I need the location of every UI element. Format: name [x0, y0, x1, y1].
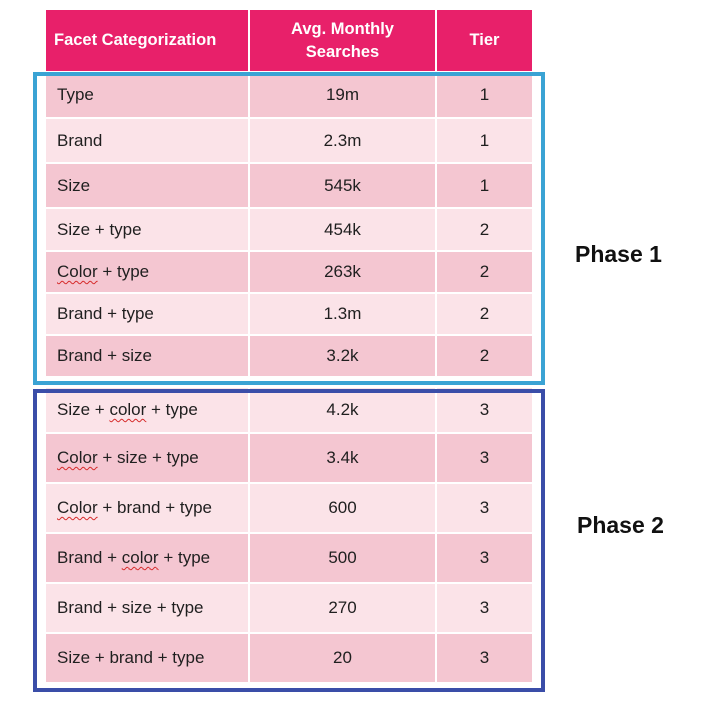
facet-cell: Size + brand + type	[46, 634, 250, 682]
tier-cell: 3	[479, 598, 490, 617]
table-row: Brand + color + type 500 3	[46, 534, 532, 584]
facet-cell: Size + color + type	[46, 388, 250, 432]
searches-cell: 1.3m	[250, 294, 437, 334]
table-header-row: Facet Categorization Avg. Monthly Searche…	[46, 10, 532, 73]
phase-2-outline	[33, 389, 545, 692]
facet-cell: Type	[46, 73, 250, 117]
tier-cell: 2	[479, 219, 490, 239]
table-row: Type 19m 1	[46, 73, 532, 119]
facet-cell: Color + type	[46, 252, 250, 292]
table-row: Brand + size 3.2k 2	[46, 336, 532, 378]
tier-cell: 2	[479, 262, 490, 281]
tier-cell: 1	[479, 175, 490, 195]
searches-cell: 19m	[250, 73, 437, 117]
table-row: Color + size + type 3.4k 3	[46, 434, 532, 484]
searches-cell: 3.4k	[250, 434, 437, 482]
facet-cell: Color + size + type	[46, 434, 250, 482]
facet-cell: Size + type	[46, 209, 250, 250]
facet-cell: Brand + size + type	[46, 584, 250, 632]
searches-cell: 500	[250, 534, 437, 582]
searches-cell: 545k	[250, 164, 437, 207]
searches-cell: 2.3m	[250, 119, 437, 162]
facet-cell: Brand + color + type	[46, 534, 250, 582]
phase-1-outline	[33, 72, 545, 385]
tier-cell: 3	[479, 648, 490, 667]
header-facet-categorization: Facet Categorization	[46, 10, 250, 71]
tier-cell: 1	[479, 130, 490, 150]
searches-cell: 263k	[250, 252, 437, 292]
facet-cell: Color + brand + type	[46, 484, 250, 532]
table-row: Brand + type 1.3m 2	[46, 294, 532, 336]
phase-2-label: Phase 2	[577, 512, 664, 538]
table-row: Brand + size + type 270 3	[46, 584, 532, 634]
facet-cell: Brand + size	[46, 336, 250, 376]
phase-1-label: Phase 1	[575, 241, 662, 267]
searches-cell: 454k	[250, 209, 437, 250]
table-row: Color + type 263k 2	[46, 252, 532, 294]
tier-cell: 3	[479, 400, 490, 419]
tier-cell: 3	[479, 498, 490, 517]
table-row: Color + brand + type 600 3	[46, 484, 532, 534]
header-tier: Tier	[469, 31, 500, 49]
tier-cell: 3	[479, 548, 490, 567]
table-row: Brand 2.3m 1	[46, 119, 532, 164]
facet-cell: Size	[46, 164, 250, 207]
table-row: Size 545k 1	[46, 164, 532, 209]
table-row: Size + type 454k 2	[46, 209, 532, 252]
facet-cell: Brand + type	[46, 294, 250, 334]
tier-cell: 1	[479, 85, 490, 104]
facet-cell: Brand	[46, 119, 250, 162]
searches-cell: 600	[250, 484, 437, 532]
facet-table: Facet Categorization Avg. Monthly Searche…	[46, 10, 532, 684]
searches-cell: 270	[250, 584, 437, 632]
table-row: Size + color + type 4.2k 3	[46, 388, 532, 434]
table-row: Size + brand + type 20 3	[46, 634, 532, 684]
header-avg-monthly-searches: Avg. Monthly Searches	[250, 10, 437, 71]
searches-cell: 3.2k	[250, 336, 437, 376]
searches-cell: 20	[250, 634, 437, 682]
tier-cell: 2	[479, 346, 490, 365]
tier-cell: 2	[479, 304, 490, 323]
tier-cell: 3	[479, 448, 490, 467]
searches-cell: 4.2k	[250, 388, 437, 432]
